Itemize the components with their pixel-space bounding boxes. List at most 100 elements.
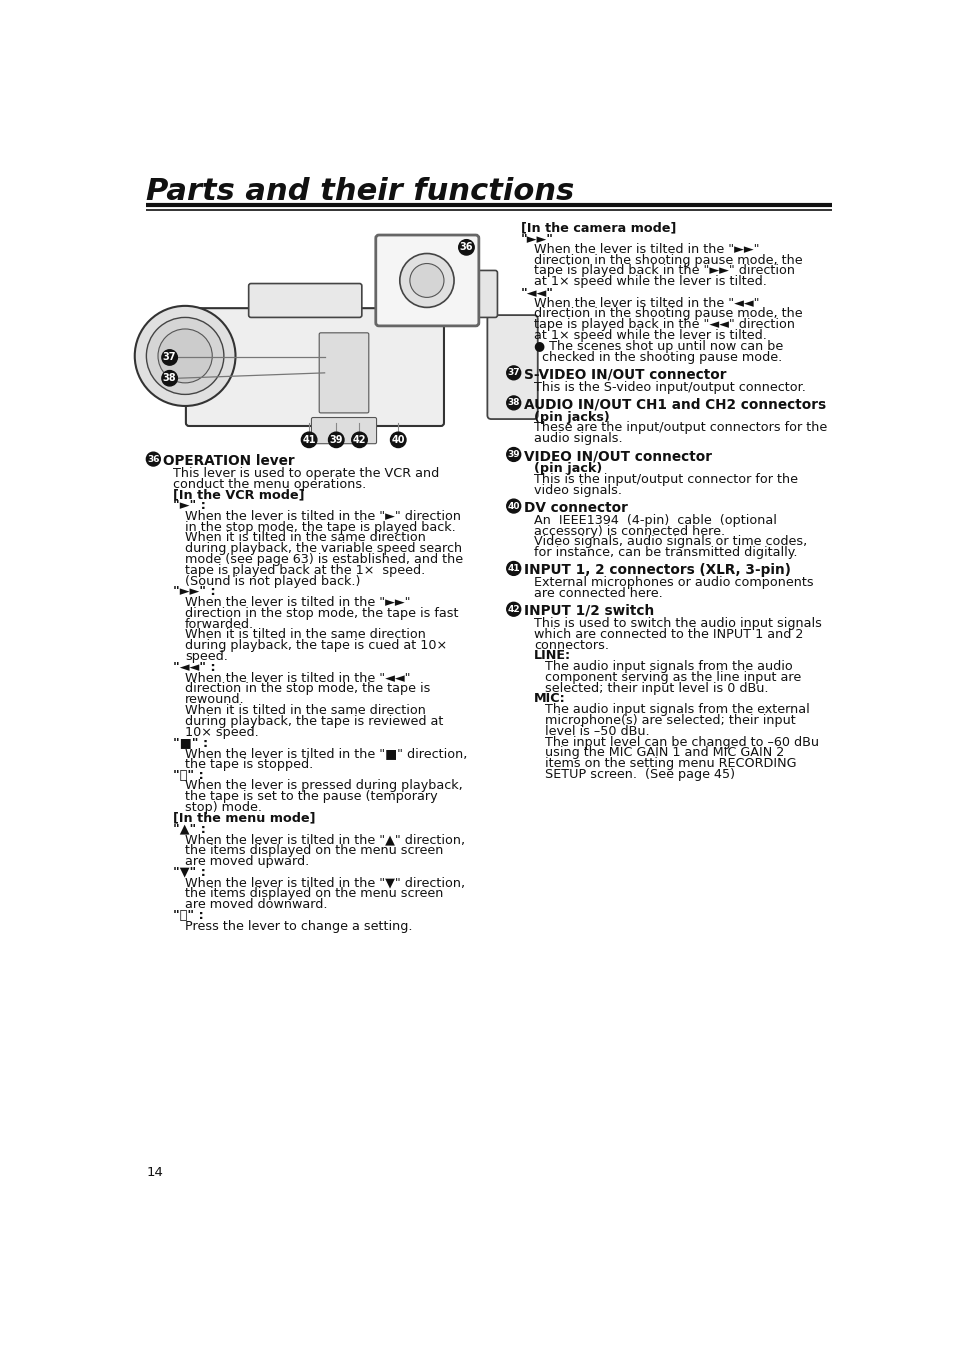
Text: [In the VCR mode]: [In the VCR mode] <box>173 488 305 502</box>
FancyBboxPatch shape <box>375 235 478 326</box>
Text: are moved downward.: are moved downward. <box>185 898 327 911</box>
Text: When the lever is tilted in the "◄◄": When the lever is tilted in the "◄◄" <box>185 672 410 685</box>
Text: INPUT 1/2 switch: INPUT 1/2 switch <box>523 604 654 618</box>
Text: This is the S-video input/output connector.: This is the S-video input/output connect… <box>534 380 805 394</box>
Text: "▼" :: "▼" : <box>173 866 206 878</box>
Circle shape <box>506 602 520 616</box>
Circle shape <box>134 306 235 406</box>
Text: "▲" :: "▲" : <box>173 823 206 835</box>
Text: 42: 42 <box>353 434 366 445</box>
Text: audio signals.: audio signals. <box>534 432 622 445</box>
Text: An  IEEE1394  (4-pin)  cable  (optional: An IEEE1394 (4-pin) cable (optional <box>534 514 776 526</box>
Text: 38: 38 <box>507 398 519 407</box>
FancyBboxPatch shape <box>249 283 361 317</box>
Text: When the lever is tilted in the "►►": When the lever is tilted in the "►►" <box>185 596 410 610</box>
Text: at 1× speed while the lever is tilted.: at 1× speed while the lever is tilted. <box>534 329 766 341</box>
Circle shape <box>146 452 160 465</box>
Text: during playback, the tape is cued at 10×: during playback, the tape is cued at 10× <box>185 639 447 653</box>
Text: Parts and their functions: Parts and their functions <box>146 177 574 205</box>
Text: 37: 37 <box>163 352 176 363</box>
Text: the tape is stopped.: the tape is stopped. <box>185 758 313 770</box>
Circle shape <box>162 349 177 366</box>
Text: LINE:: LINE: <box>534 649 571 662</box>
Text: 14: 14 <box>146 1166 163 1179</box>
Text: "⏸" :: "⏸" : <box>173 769 204 781</box>
Text: tape is played back in the "◄◄" direction: tape is played back in the "◄◄" directio… <box>534 318 794 332</box>
Text: SETUP screen.  (See page 45): SETUP screen. (See page 45) <box>545 768 735 781</box>
Text: External microphones or audio components: External microphones or audio components <box>534 576 813 590</box>
Text: tape is played back in the "►►" direction: tape is played back in the "►►" directio… <box>534 264 794 278</box>
Text: "►►" :: "►►" : <box>173 585 216 599</box>
Text: MIC:: MIC: <box>534 692 565 706</box>
Text: 40: 40 <box>391 434 405 445</box>
Text: component serving as the line input are: component serving as the line input are <box>545 670 801 684</box>
Text: When the lever is tilted in the "▲" direction,: When the lever is tilted in the "▲" dire… <box>185 834 465 846</box>
FancyBboxPatch shape <box>311 418 376 444</box>
Text: the tape is set to the pause (temporary: the tape is set to the pause (temporary <box>185 791 437 803</box>
Text: which are connected to the INPUT 1 and 2: which are connected to the INPUT 1 and 2 <box>534 627 802 641</box>
Text: (pin jack): (pin jack) <box>534 463 601 475</box>
Text: 38: 38 <box>163 374 176 383</box>
Circle shape <box>506 366 520 380</box>
Text: When the lever is tilted in the "■" direction,: When the lever is tilted in the "■" dire… <box>185 747 467 759</box>
Text: (pin jacks): (pin jacks) <box>534 410 609 424</box>
Text: connectors.: connectors. <box>534 638 608 652</box>
Text: 37: 37 <box>507 368 519 378</box>
Text: are connected here.: are connected here. <box>534 587 662 600</box>
Text: checked in the shooting pause mode.: checked in the shooting pause mode. <box>541 351 781 363</box>
Circle shape <box>410 263 443 297</box>
Text: ● The scenes shot up until now can be: ● The scenes shot up until now can be <box>534 340 782 352</box>
Text: for instance, can be transmitted digitally.: for instance, can be transmitted digital… <box>534 546 797 558</box>
Circle shape <box>506 397 520 410</box>
Text: during playback, the tape is reviewed at: during playback, the tape is reviewed at <box>185 715 443 727</box>
Text: INPUT 1, 2 connectors (XLR, 3-pin): INPUT 1, 2 connectors (XLR, 3-pin) <box>523 563 790 577</box>
Text: OPERATION lever: OPERATION lever <box>163 453 294 468</box>
Text: "◄◄": "◄◄" <box>520 286 553 299</box>
Circle shape <box>328 432 344 448</box>
Text: S-VIDEO IN/OUT connector: S-VIDEO IN/OUT connector <box>523 367 725 382</box>
Text: 36: 36 <box>459 243 473 252</box>
Text: [In the camera mode]: [In the camera mode] <box>520 221 676 235</box>
Text: level is –50 dBu.: level is –50 dBu. <box>545 724 649 738</box>
Text: This is used to switch the audio input signals: This is used to switch the audio input s… <box>534 616 821 630</box>
Text: are moved upward.: are moved upward. <box>185 855 309 867</box>
Text: direction in the stop mode, the tape is fast: direction in the stop mode, the tape is … <box>185 607 458 621</box>
Text: video signals.: video signals. <box>534 484 621 496</box>
Text: in the stop mode, the tape is played back.: in the stop mode, the tape is played bac… <box>185 521 456 534</box>
Text: forwarded.: forwarded. <box>185 618 254 631</box>
Text: tape is played back at the 1×  speed.: tape is played back at the 1× speed. <box>185 564 425 577</box>
Text: speed.: speed. <box>185 650 228 664</box>
Circle shape <box>506 448 520 461</box>
Text: These are the input/output connectors for the: These are the input/output connectors fo… <box>534 421 826 434</box>
Text: the items displayed on the menu screen: the items displayed on the menu screen <box>185 844 443 857</box>
Text: microphone(s) are selected; their input: microphone(s) are selected; their input <box>545 714 796 727</box>
FancyBboxPatch shape <box>186 308 443 426</box>
Text: When it is tilted in the same direction: When it is tilted in the same direction <box>185 629 426 642</box>
Text: direction in the stop mode, the tape is: direction in the stop mode, the tape is <box>185 683 430 695</box>
Text: mode (see page 63) is established, and the: mode (see page 63) is established, and t… <box>185 553 463 567</box>
Text: stop) mode.: stop) mode. <box>185 801 262 813</box>
Circle shape <box>158 329 212 383</box>
Text: AUDIO IN/OUT CH1 and CH2 connectors: AUDIO IN/OUT CH1 and CH2 connectors <box>523 398 825 411</box>
Text: direction in the shooting pause mode, the: direction in the shooting pause mode, th… <box>534 254 801 267</box>
Circle shape <box>352 432 367 448</box>
Text: during playback, the variable speed search: during playback, the variable speed sear… <box>185 542 462 556</box>
Text: When the lever is tilted in the "►" direction: When the lever is tilted in the "►" dire… <box>185 510 460 523</box>
Text: "►" :: "►" : <box>173 499 206 513</box>
Text: 10× speed.: 10× speed. <box>185 726 258 738</box>
Text: direction in the shooting pause mode, the: direction in the shooting pause mode, th… <box>534 308 801 321</box>
Text: (Sound is not played back.): (Sound is not played back.) <box>185 575 360 588</box>
Circle shape <box>506 561 520 576</box>
Circle shape <box>390 432 406 448</box>
FancyBboxPatch shape <box>487 316 537 420</box>
Circle shape <box>301 432 316 448</box>
Text: This is the input/output connector for the: This is the input/output connector for t… <box>534 473 797 486</box>
Text: Video signals, audio signals or time codes,: Video signals, audio signals or time cod… <box>534 536 806 548</box>
FancyBboxPatch shape <box>435 270 497 317</box>
Text: When the lever is pressed during playback,: When the lever is pressed during playbac… <box>185 780 462 792</box>
Text: When the lever is tilted in the "►►": When the lever is tilted in the "►►" <box>534 243 759 256</box>
Text: 42: 42 <box>507 604 519 614</box>
Text: "⏸" :: "⏸" : <box>173 909 204 921</box>
Text: DV connector: DV connector <box>523 500 627 515</box>
Text: [In the menu mode]: [In the menu mode] <box>173 812 315 824</box>
